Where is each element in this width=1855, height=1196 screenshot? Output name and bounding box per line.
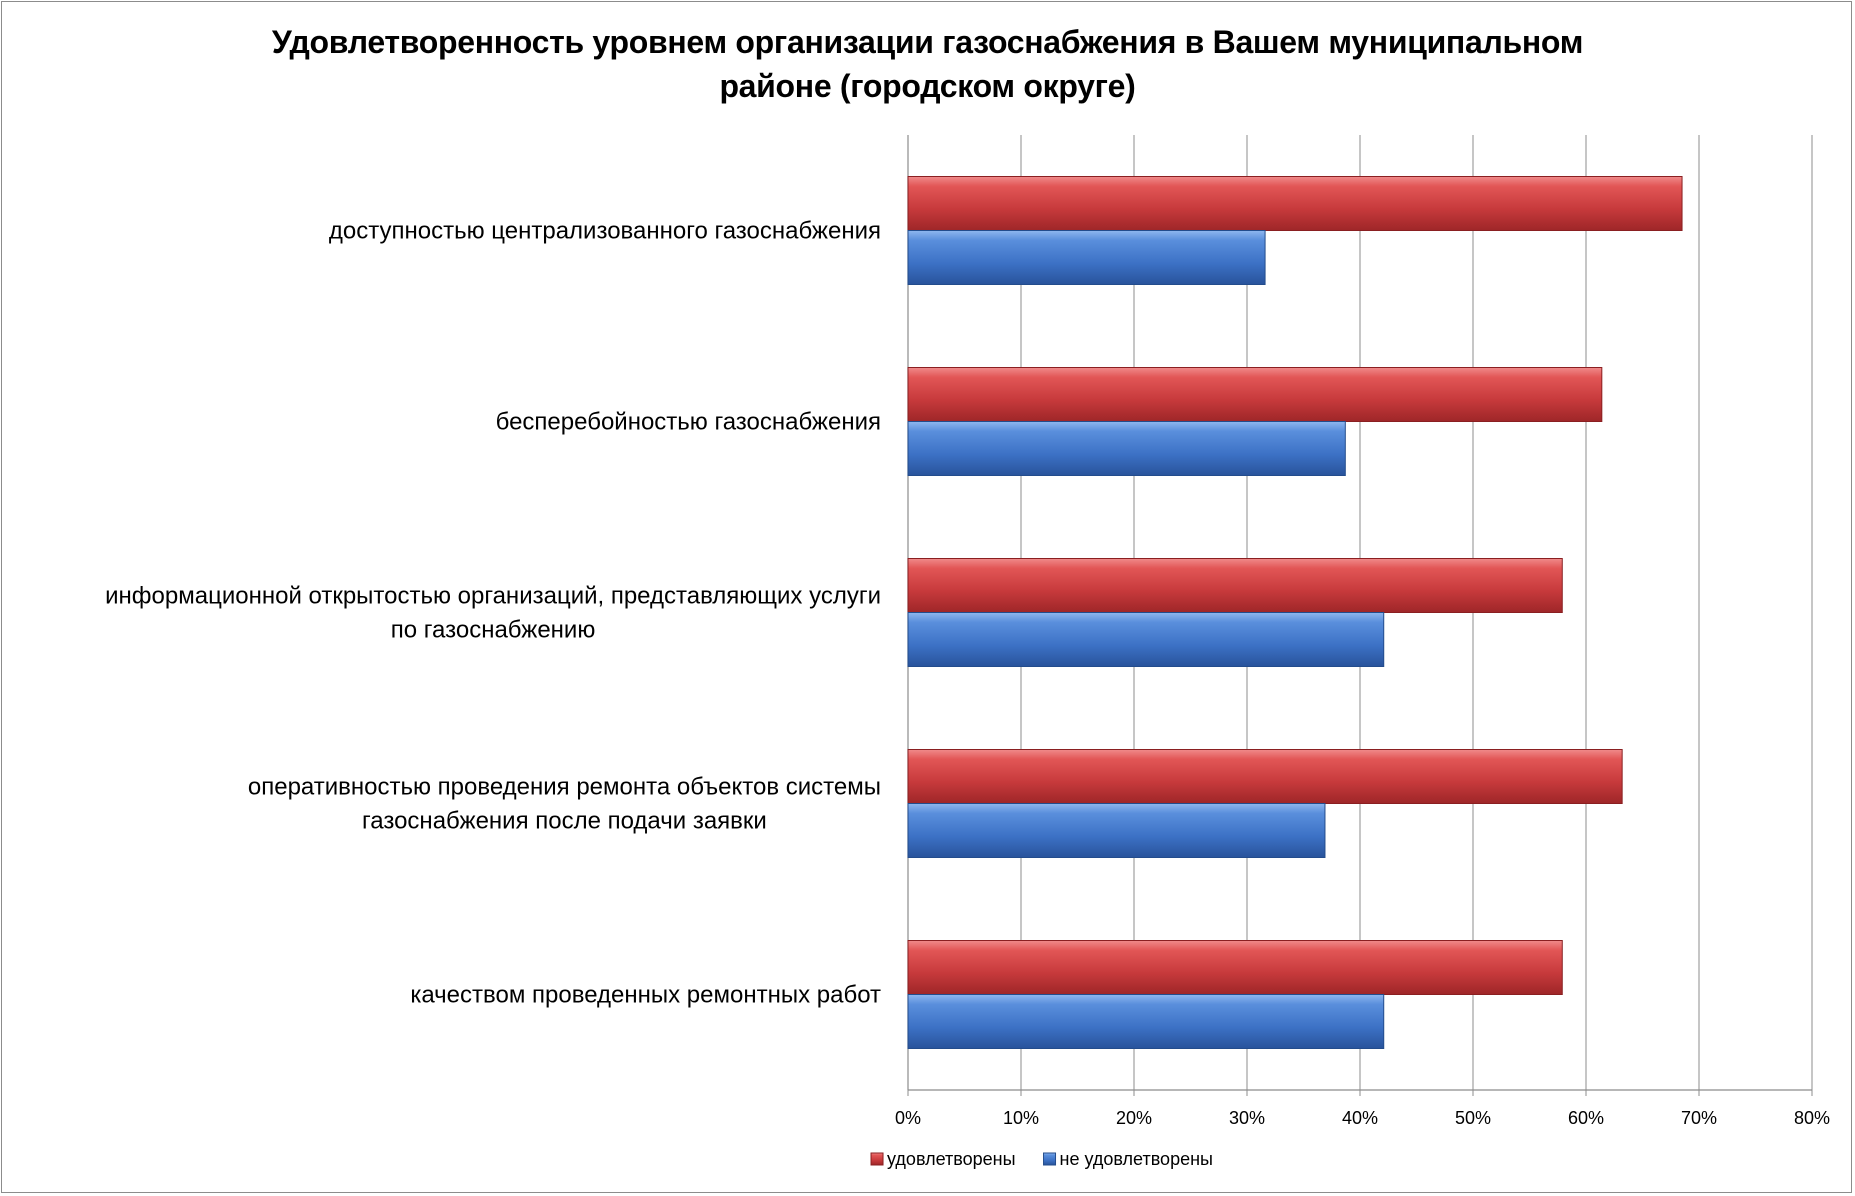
legend-swatch xyxy=(870,1152,884,1166)
x-tick-labels: 0% 10% 20% 30% 40% 50% 60% 70% 80% xyxy=(895,1108,1830,1128)
category-label-line: информационной открытостью организаций, … xyxy=(105,583,881,610)
bar-not-satisfied xyxy=(907,230,1266,285)
category-label: информационной открытостью организаций, … xyxy=(105,583,881,644)
category-label-line: газоснабжения после подачи заявки xyxy=(362,808,767,835)
x-tick-label: 20% xyxy=(1116,1108,1152,1128)
bar-not-satisfied xyxy=(907,421,1346,476)
x-tick-label: 0% xyxy=(895,1108,921,1128)
legend-item: удовлетворены xyxy=(870,1149,1016,1169)
category-label: оперативностью проведения ремонта объект… xyxy=(248,774,881,835)
bar-not-satisfied xyxy=(907,994,1385,1049)
category-labels: доступностью централизованного газоснабж… xyxy=(105,218,881,1009)
category-label-line: по газоснабжению xyxy=(391,617,596,644)
legend-item: не удовлетворены xyxy=(1043,1149,1213,1169)
x-tick-label: 40% xyxy=(1342,1108,1378,1128)
x-tick-label: 70% xyxy=(1681,1108,1717,1128)
x-tick-label: 10% xyxy=(1003,1108,1039,1128)
legend-label: удовлетворены xyxy=(887,1149,1016,1169)
category-label: качеством проведенных ремонтных работ xyxy=(410,982,881,1009)
x-tick-label: 30% xyxy=(1229,1108,1265,1128)
chart-title: Удовлетворенность уровнем организации га… xyxy=(0,20,1855,108)
bar-satisfied xyxy=(907,940,1563,995)
chart-title-line-2: районе (городском округе) xyxy=(719,68,1136,104)
legend-swatch xyxy=(1043,1152,1057,1166)
x-tick-label: 50% xyxy=(1455,1108,1491,1128)
category-label-line: качеством проведенных ремонтных работ xyxy=(410,982,881,1009)
x-tick-label: 60% xyxy=(1568,1108,1604,1128)
bar-not-satisfied xyxy=(907,803,1326,858)
bar-satisfied xyxy=(907,176,1683,231)
chart-title-line-1: Удовлетворенность уровнем организации га… xyxy=(271,24,1584,60)
category-label: доступностью централизованного газоснабж… xyxy=(329,218,881,245)
x-tick-label: 80% xyxy=(1794,1108,1830,1128)
bar-not-satisfied xyxy=(907,612,1385,667)
legend-label: не удовлетворены xyxy=(1060,1149,1213,1169)
bar-satisfied xyxy=(907,749,1623,804)
category-label-line: доступностью централизованного газоснабж… xyxy=(329,218,881,245)
legend: удовлетворены не удовлетворены xyxy=(870,1149,1213,1169)
bar-satisfied xyxy=(907,367,1603,422)
category-label: бесперебойностью газоснабжения xyxy=(496,409,881,436)
bar-satisfied xyxy=(907,558,1563,613)
bars xyxy=(907,176,1683,1049)
category-label-line: оперативностью проведения ремонта объект… xyxy=(248,774,881,801)
category-label-line: бесперебойностью газоснабжения xyxy=(496,409,881,436)
